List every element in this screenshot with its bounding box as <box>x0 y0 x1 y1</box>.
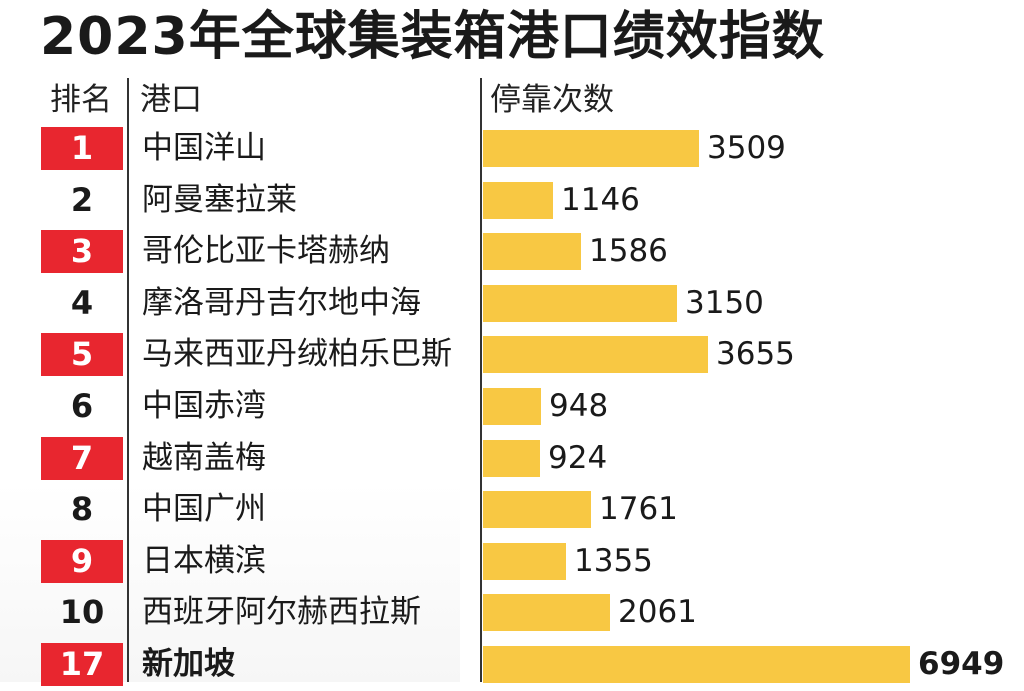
port-name: 中国洋山 <box>142 130 266 166</box>
port-name: 西班牙阿尔赫西拉斯 <box>142 594 421 631</box>
rank-label: 3 <box>41 230 123 274</box>
header-rank: 排名 <box>50 82 112 118</box>
value-label: 6949 <box>918 645 1005 682</box>
chart-row: 2 阿曼塞拉莱 1146 <box>0 175 1024 227</box>
rank-label: 2 <box>70 180 94 219</box>
port-name: 哥伦比亚卡塔赫纳 <box>142 233 390 270</box>
port-name: 中国赤湾 <box>142 387 266 424</box>
bar <box>483 594 610 632</box>
value-label: 1761 <box>599 491 678 528</box>
rank-label: 7 <box>41 436 123 480</box>
chart-row: 9 日本横滨 1355 <box>0 536 1024 588</box>
value-label: 3150 <box>685 284 764 321</box>
chart-rows: 1 中国洋山 3509 2 阿曼塞拉莱 1146 3 哥伦比亚卡塔赫纳 1586 4 摩洛哥丹吉尔地… <box>0 123 1024 691</box>
rank-label: 17 <box>41 642 123 686</box>
rank-label: 6 <box>70 386 94 425</box>
header-calls: 停靠次数 <box>490 82 614 118</box>
header-port: 港口 <box>140 82 202 118</box>
rank-label: 5 <box>41 333 123 377</box>
divider-port-calls <box>480 78 482 682</box>
chart-row: 4 摩洛哥丹吉尔地中海 3150 <box>0 278 1024 330</box>
value-label: 3509 <box>707 130 786 166</box>
value-label: 3655 <box>716 336 795 373</box>
rank-label: 10 <box>59 593 105 632</box>
rank-label: 9 <box>41 539 123 583</box>
port-name: 日本横滨 <box>142 542 266 579</box>
rank-label: 1 <box>41 127 123 170</box>
port-name: 阿曼塞拉莱 <box>142 181 297 218</box>
chart-row: 8 中国广州 1761 <box>0 484 1024 536</box>
value-label: 1586 <box>589 233 668 270</box>
chart-row: 10 西班牙阿尔赫西拉斯 2061 <box>0 587 1024 639</box>
port-name: 越南盖梅 <box>142 439 266 476</box>
port-name: 摩洛哥丹吉尔地中海 <box>142 284 421 321</box>
divider-rank-port <box>127 78 129 682</box>
rank-label: 4 <box>70 283 94 322</box>
chart-row: 1 中国洋山 3509 <box>0 123 1024 175</box>
chart-row: 7 越南盖梅 924 <box>0 433 1024 485</box>
rank-label: 8 <box>70 490 94 529</box>
bar <box>483 491 591 529</box>
value-label: 2061 <box>618 594 697 631</box>
bar <box>483 439 540 477</box>
value-label: 1146 <box>561 181 640 218</box>
bar <box>483 233 581 271</box>
port-name: 新加坡 <box>142 645 235 682</box>
chart-row: 5 马来西亚丹绒柏乐巴斯 3655 <box>0 329 1024 381</box>
port-name: 中国广州 <box>142 491 266 528</box>
bar <box>483 181 553 219</box>
chart-row: 3 哥伦比亚卡塔赫纳 1586 <box>0 226 1024 278</box>
bar <box>483 284 677 322</box>
chart-row: 6 中国赤湾 948 <box>0 381 1024 433</box>
value-label: 1355 <box>574 542 653 579</box>
value-label: 948 <box>549 387 609 424</box>
bar <box>483 130 699 167</box>
chart-title: 2023年全球集装箱港口绩效指数 <box>40 7 825 67</box>
bar <box>483 336 708 374</box>
port-name: 马来西亚丹绒柏乐巴斯 <box>142 336 452 373</box>
bar <box>483 387 541 425</box>
value-label: 924 <box>548 439 608 476</box>
bar <box>483 542 566 580</box>
chart-row: 17 新加坡 6949 <box>0 639 1024 691</box>
bar <box>483 645 910 683</box>
